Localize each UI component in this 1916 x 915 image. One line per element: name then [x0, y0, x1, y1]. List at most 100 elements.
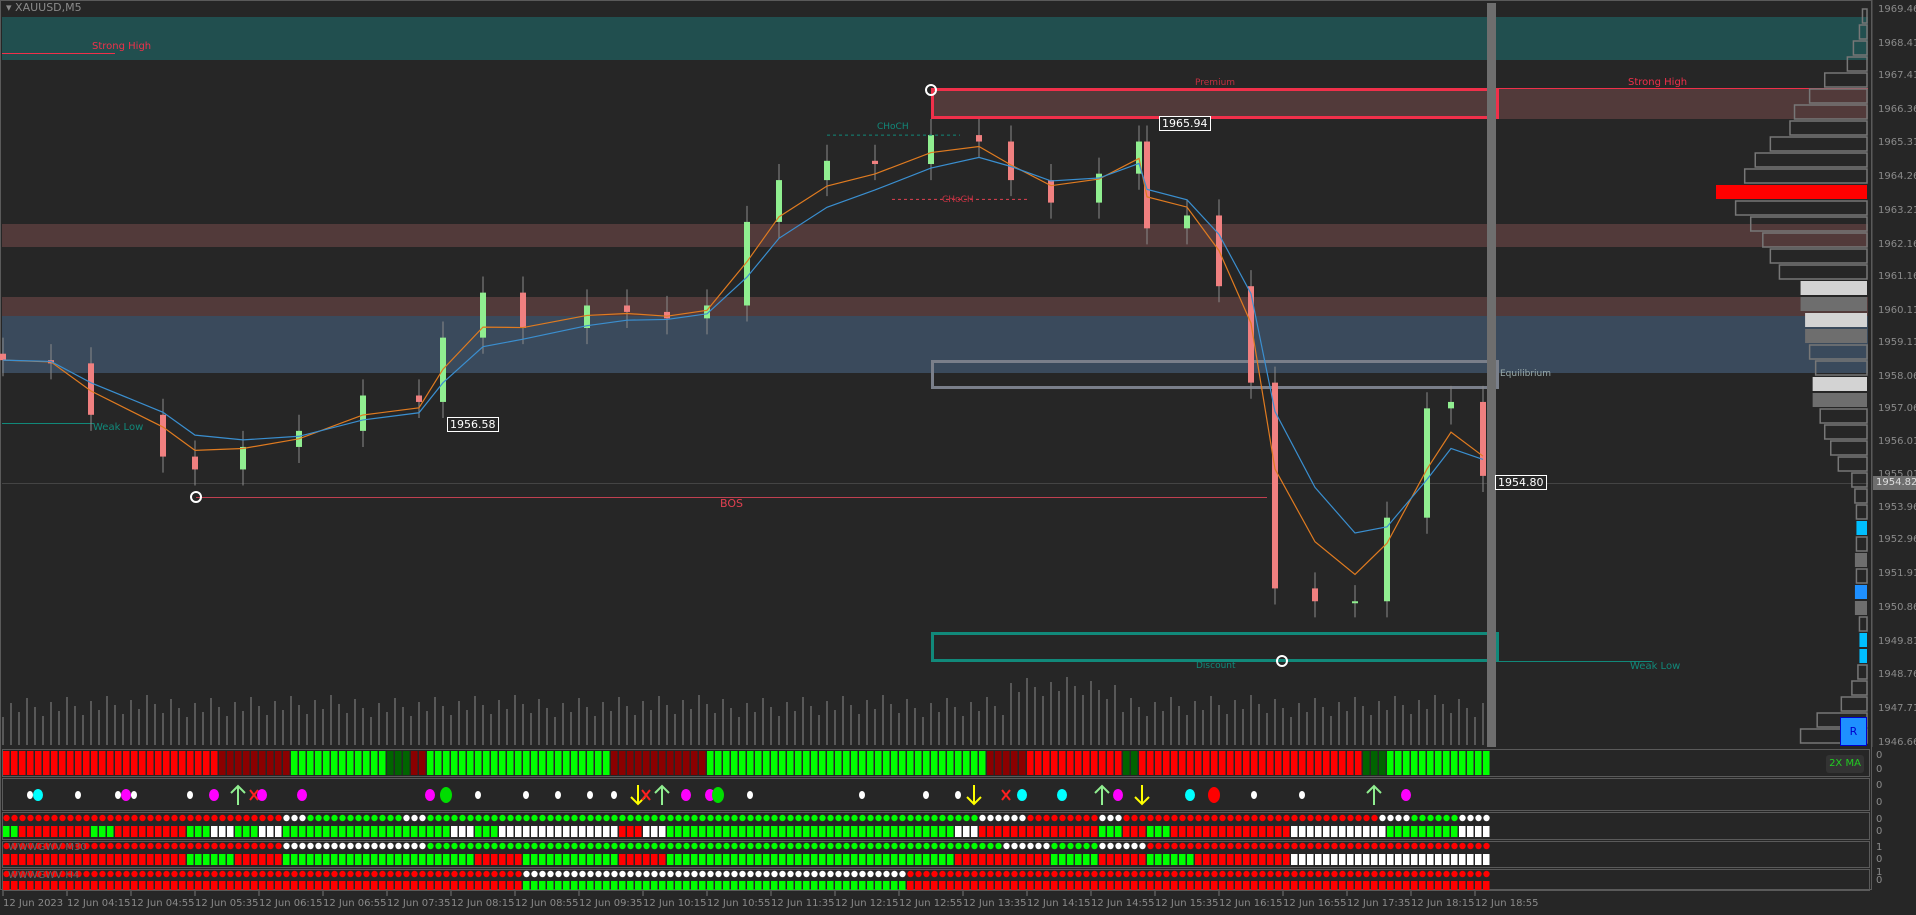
r-button[interactable]: R [1840, 717, 1867, 746]
trend1-bar [3, 826, 10, 837]
trend1-bar [627, 826, 634, 837]
h4-bar [851, 881, 858, 890]
m30-bar [579, 854, 586, 865]
trend1-dot [171, 814, 178, 822]
h4-bar [1147, 881, 1154, 890]
h4-bar [219, 881, 226, 890]
candle-body [624, 305, 630, 312]
ma-strip-bar [1155, 751, 1162, 775]
trend1-bar [1403, 826, 1410, 837]
m30-dot [715, 842, 722, 850]
h4-dot [11, 870, 18, 878]
trend1-bar [1267, 826, 1274, 837]
ma-strip-bar [1387, 751, 1394, 775]
time-tick: 12 Jun 08:15 [451, 898, 515, 909]
ma-strip-bar [1259, 751, 1266, 775]
candle-body [1352, 601, 1358, 604]
trend1-bar [1235, 826, 1242, 837]
x-icon [1001, 789, 1011, 801]
trend1-bar [659, 826, 666, 837]
trend1-dot [611, 814, 618, 822]
ma-strip-bar [411, 751, 418, 775]
h4-dot [27, 870, 34, 878]
ma-strip-bar [11, 751, 18, 775]
ma-strip-bar [779, 751, 786, 775]
ma-strip-bar [219, 751, 226, 775]
h4-dot [1043, 870, 1050, 878]
h4-dot [787, 870, 794, 878]
m30-scale-bottom: 0 [1876, 854, 1883, 865]
h4-dot [251, 870, 258, 878]
trend1-bar [1283, 826, 1290, 837]
trend1-dot [947, 814, 954, 822]
white-dot [955, 791, 961, 799]
trend1-dot [787, 814, 794, 822]
trend1-bar [107, 826, 114, 837]
trend1-dot [1275, 814, 1282, 822]
h4-dot [1227, 870, 1234, 878]
h4-dot [59, 870, 66, 878]
trend1-bar [1443, 826, 1450, 837]
white-dot [747, 791, 753, 799]
m30-bar [83, 854, 90, 865]
trend1-dot [1155, 814, 1162, 822]
trend1-dot [1067, 814, 1074, 822]
h4-bar [179, 881, 186, 890]
price-tick: 1957.06 [1878, 402, 1916, 414]
cyan-dot [1017, 789, 1027, 801]
time-tick: 12 Jun 09:35 [579, 898, 643, 909]
ma-strip-bar [91, 751, 98, 775]
ma-strip-bar [1075, 751, 1082, 775]
h4-bar [435, 881, 442, 890]
ma-strip-bar [435, 751, 442, 775]
h4-dot [843, 870, 850, 878]
trend1-bar [203, 826, 210, 837]
m30-bar [379, 854, 386, 865]
time-tick: 12 Jun 18:15 [1411, 898, 1475, 909]
trend1-bar [867, 826, 874, 837]
trend1-bar [851, 826, 858, 837]
trend1-bar [259, 826, 266, 837]
current-bar-marker[interactable] [1487, 3, 1496, 747]
m30-dot [1395, 842, 1402, 850]
strong-high-label-left: Strong High [92, 41, 152, 52]
ma-strip-bar [1443, 751, 1450, 775]
h4-dot [403, 870, 410, 878]
trend1-bar [1251, 826, 1258, 837]
candle-body [160, 414, 166, 457]
m30-bar [531, 854, 538, 865]
h4-bar [1435, 881, 1442, 890]
candle-body [584, 305, 590, 328]
candle-body [360, 395, 366, 431]
trend1-dot [1403, 814, 1410, 822]
m30-dot [219, 842, 226, 850]
m30-bar [827, 854, 834, 865]
h4-bar [1243, 881, 1250, 890]
ma-strip-bar [1315, 751, 1322, 775]
ma-strip-bar [835, 751, 842, 775]
trend1-dot [963, 814, 970, 822]
white-dot [187, 791, 193, 799]
m30-dot [187, 842, 194, 850]
h4-dot [603, 870, 610, 878]
m30-bar [603, 854, 610, 865]
m30-dot [323, 842, 330, 850]
h4-bar [483, 881, 490, 890]
m30-dot [467, 842, 474, 850]
h4-bar [891, 881, 898, 890]
volume-profile-row [1716, 185, 1867, 199]
candle-body [1136, 141, 1142, 174]
time-tick: 12 Jun 11:35 [771, 898, 835, 909]
m30-dot [1195, 842, 1202, 850]
trend1-bar [339, 826, 346, 837]
m30-dot [1259, 842, 1266, 850]
trend1-dot [443, 814, 450, 822]
ma-strip-bar [355, 751, 362, 775]
m30-dot [1059, 842, 1066, 850]
trend1-dot [1267, 814, 1274, 822]
ma-strip-bar [99, 751, 106, 775]
ma-strip-bar [1251, 751, 1258, 775]
ma-strip-bar [971, 751, 978, 775]
ma-strip-bar [1427, 751, 1434, 775]
trend1-bar [891, 826, 898, 837]
